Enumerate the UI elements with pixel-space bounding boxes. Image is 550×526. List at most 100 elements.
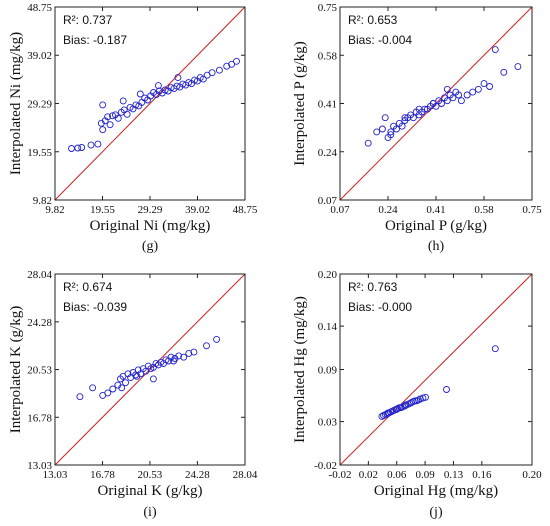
data-point	[114, 114, 122, 122]
data-point	[469, 88, 477, 96]
x-axis-label: Original K (g/kg)	[98, 483, 203, 499]
data-point	[373, 128, 381, 136]
data-point	[402, 401, 409, 409]
x-tick-label: 19.55	[90, 204, 115, 216]
data-point	[203, 342, 210, 350]
data-point	[106, 121, 114, 129]
data-point	[443, 386, 450, 393]
y-tick-label: 9.82	[33, 195, 52, 207]
data-point	[173, 82, 181, 90]
data-point	[387, 131, 395, 139]
x-tick-label: 39.02	[185, 204, 210, 216]
data-point	[398, 122, 406, 130]
chart-panel-h: 0.07 0.24 0.41 0.58 0.75 0.07 0.24 0.41 0.58 0.75…	[292, 2, 542, 254]
panel-letter: (j)	[429, 505, 443, 520]
y-tick-label: -0.02	[314, 460, 337, 472]
x-tick-label: 13.03	[43, 469, 68, 481]
data-point	[180, 353, 188, 361]
y-tick-label: 29.29	[27, 98, 52, 110]
r2-label: R²: 0.653	[348, 13, 398, 27]
data-point	[78, 144, 86, 151]
data-point	[68, 145, 75, 152]
data-point	[208, 69, 216, 77]
data-point	[384, 409, 392, 417]
x-tick-label: 29.29	[138, 204, 163, 216]
one-to-one-line	[54, 6, 246, 201]
data-point	[480, 80, 488, 88]
data-point	[443, 97, 451, 105]
data-point	[109, 385, 117, 393]
bias-label: Bias: -0.039	[63, 300, 127, 314]
data-point	[94, 140, 102, 148]
data-point	[401, 114, 409, 122]
chart-panel-i: 13.03 16.78 20.53 24.28 28.04 13.03 16.78 20.53…	[8, 269, 258, 520]
panel-letter: (h)	[428, 239, 445, 254]
x-tick-label: 16.78	[90, 469, 115, 481]
data-point	[99, 126, 107, 134]
data-point	[119, 97, 127, 105]
data-point	[491, 345, 499, 353]
x-tick-label: 0.16	[472, 469, 492, 481]
x-tick-label: 0.13	[444, 469, 464, 481]
data-point	[154, 82, 162, 90]
data-point	[378, 125, 386, 133]
data-point	[185, 79, 193, 87]
y-tick-label: 0.24	[318, 147, 338, 159]
data-point	[223, 62, 231, 70]
y-tick-label: 0.58	[318, 50, 338, 62]
y-tick-label: 48.75	[27, 2, 52, 14]
y-tick-label: 39.02	[27, 50, 52, 62]
y-tick-label: 0.09	[318, 365, 338, 377]
data-point	[455, 91, 463, 99]
x-tick-label: 9.82	[45, 204, 64, 216]
r2-label: R²: 0.674	[63, 280, 113, 294]
data-point	[415, 105, 423, 113]
data-point	[174, 74, 182, 82]
data-point	[429, 100, 437, 107]
y-tick-label: 20.53	[27, 365, 52, 377]
data-point	[449, 94, 457, 102]
y-tick-label: 0.75	[318, 2, 338, 14]
data-point	[109, 112, 116, 120]
data-points	[378, 345, 499, 420]
data-point	[393, 125, 400, 133]
data-point	[215, 66, 223, 74]
x-tick-label: 0.58	[474, 204, 494, 216]
data-point	[170, 357, 178, 365]
data-point	[486, 83, 494, 90]
x-tick-label: 0.09	[415, 469, 435, 481]
data-point	[474, 85, 482, 93]
data-points	[68, 57, 240, 152]
data-point	[190, 348, 198, 356]
one-to-one-line	[339, 273, 533, 466]
data-point	[132, 101, 140, 109]
data-point	[99, 101, 107, 109]
y-tick-label: 28.04	[27, 269, 52, 281]
bias-label: Bias: -0.000	[348, 300, 412, 314]
x-axis-label: Original P (g/kg)	[385, 218, 487, 234]
y-tick-label: 0.07	[318, 195, 338, 207]
data-point	[123, 110, 131, 118]
data-point	[133, 372, 141, 380]
data-point	[438, 100, 446, 107]
x-tick-label: 0.41	[426, 204, 445, 216]
data-point	[149, 363, 157, 371]
data-point	[463, 91, 471, 99]
data-point	[136, 90, 144, 98]
data-point	[364, 139, 372, 147]
y-tick-label: 24.28	[27, 317, 52, 329]
data-point	[191, 76, 198, 84]
data-point	[74, 144, 82, 152]
x-tick-label: 0.06	[387, 469, 407, 481]
x-tick-label: 20.53	[138, 469, 163, 481]
y-axis-label: Interpolated Ni (mg/kg)	[8, 32, 24, 175]
data-point	[387, 128, 395, 136]
data-point	[491, 46, 499, 54]
data-points	[364, 46, 522, 147]
y-tick-label: 19.55	[27, 147, 52, 159]
data-point	[87, 141, 95, 149]
data-point	[199, 75, 207, 83]
data-point	[422, 393, 429, 401]
data-point	[149, 375, 157, 383]
